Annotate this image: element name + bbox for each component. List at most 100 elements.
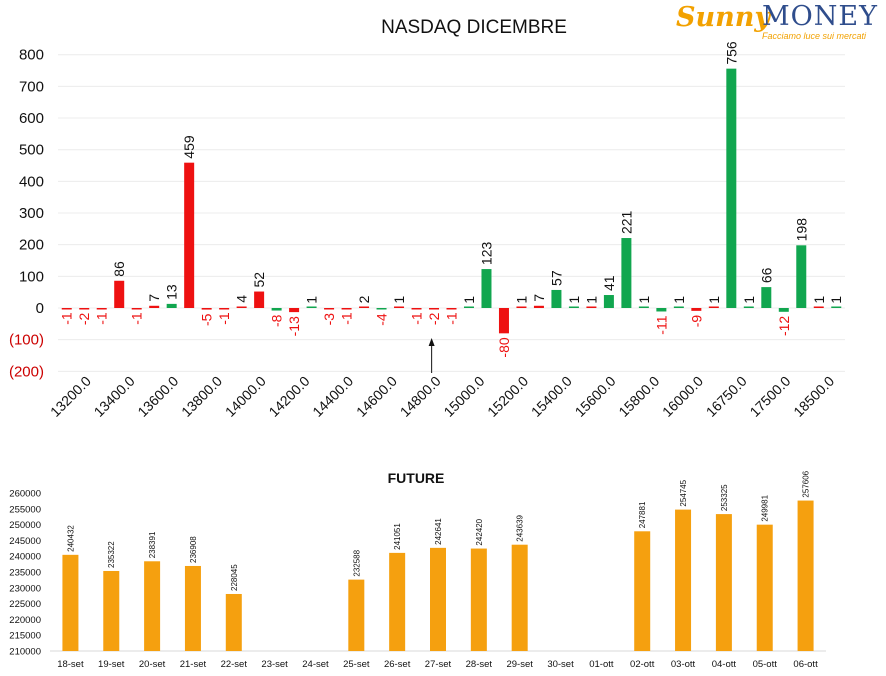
chart1-bar [551, 289, 562, 308]
chart1-bar [341, 308, 352, 310]
chart1-bar [813, 306, 824, 308]
chart2-data-label: 253325 [720, 484, 729, 511]
chart1-data-label: -1 [444, 312, 460, 325]
chart1-x-tick-label: 17500.0 [746, 373, 793, 420]
chart1-data-label: -5 [199, 313, 215, 326]
chart1-y-tick-label: 700 [19, 78, 44, 95]
chart1-data-label: -8 [269, 314, 285, 327]
chart1-bar [201, 308, 212, 310]
chart2-data-label: 254745 [679, 479, 688, 506]
chart2-data-labels: 240432 235322 238391 236908 228045 232588 2410… [66, 470, 810, 591]
chart1-bar [254, 291, 265, 308]
chart2-x-tick-label: 19-set [98, 659, 125, 670]
chart1-x-tick-label: 15200.0 [484, 373, 531, 420]
chart1-data-label: -2 [76, 312, 92, 325]
chart1-y-tick-label: (100) [9, 332, 44, 349]
chart2-bar [715, 514, 732, 651]
chart2-x-tick-label: 24-set [302, 659, 329, 670]
chart2-x-tick-label: 06-ott [793, 659, 818, 670]
chart1-bar [778, 308, 789, 312]
chart1-data-label: -1 [94, 312, 110, 325]
chart2-y-axis: 260000 255000 250000 245000 240000 235000 2300… [9, 489, 826, 658]
chart1-data-label: 13 [164, 284, 180, 300]
chart1-x-tick-label: 16750.0 [703, 373, 750, 420]
chart1-bars [61, 68, 842, 334]
chart1-bar [481, 269, 492, 308]
chart1-bar [61, 308, 72, 310]
chart2-x-tick-label: 01-ott [589, 659, 614, 670]
chart1-bar [463, 306, 474, 308]
chart1-bar [516, 306, 527, 308]
chart2-y-tick-label: 235000 [9, 568, 41, 579]
chart2-y-tick-label: 255000 [9, 504, 41, 515]
chart2-bar [470, 548, 487, 651]
chart1-data-label: 1 [741, 296, 757, 304]
chart1-data-label: 1 [583, 296, 599, 304]
chart1-bar [114, 280, 125, 308]
chart1-data-label: -1 [129, 312, 145, 325]
chart1-data-label: -2 [426, 312, 442, 325]
chart2-y-tick-label: 260000 [9, 489, 41, 500]
chart2-title: FUTURE [388, 470, 445, 486]
chart2-bar [225, 593, 242, 651]
chart1-x-tick-label: 13200.0 [47, 373, 94, 420]
sunny-money-logo: Sunny MONEY Facciamo luce sui mercati [676, 1, 881, 42]
chart1-data-label: 1 [461, 296, 477, 304]
chart2-data-label: 249981 [761, 494, 770, 521]
chart2-x-tick-label: 18-set [57, 659, 84, 670]
logo-tagline: Facciamo luce sui mercati [762, 31, 867, 41]
chart1-x-tick-label: 15400.0 [528, 373, 575, 420]
chart1-data-label: 1 [391, 296, 407, 304]
chart1-bar [149, 305, 160, 308]
chart1-bar [359, 306, 370, 308]
chart2-data-label: 236908 [189, 536, 198, 563]
chart2-data-label: 238391 [148, 531, 157, 558]
chart1-y-tick-label: 500 [19, 142, 44, 159]
chart1-data-label: -1 [216, 312, 232, 325]
chart1-data-label: 2 [356, 295, 372, 303]
chart2-x-tick-label: 03-ott [671, 659, 696, 670]
chart2-data-label: 247881 [638, 501, 647, 528]
chart1-x-tick-label: 16000.0 [659, 373, 706, 420]
chart1-bar [603, 295, 614, 308]
chart1-x-tick-label: 15600.0 [572, 373, 619, 420]
chart1-data-label: 86 [111, 261, 127, 277]
chart2-x-tick-label: 26-set [384, 659, 411, 670]
chart2-bar [675, 509, 692, 651]
chart2-y-tick-label: 250000 [9, 520, 41, 531]
chart1-data-label: 756 [723, 41, 739, 65]
chart1-bar [289, 308, 300, 313]
chart1-annotation-arrow-head [428, 338, 435, 346]
chart1-y-tick-label: 800 [19, 47, 44, 64]
chart1-bar [131, 308, 142, 310]
chart1-data-label: 52 [251, 272, 267, 288]
chart1-data-label: -4 [374, 313, 390, 326]
chart2-x-tick-label: 29-set [506, 659, 533, 670]
chart2-data-label: 228045 [230, 564, 239, 591]
chart1-data-label: 459 [181, 135, 197, 159]
chart2-bar [389, 552, 406, 651]
chart1-bar [429, 308, 440, 310]
chart2-data-label: 257606 [802, 470, 811, 497]
chart1-data-label: 41 [601, 275, 617, 291]
chart1-data-label: 123 [478, 241, 494, 265]
chart1-y-tick-label: 300 [19, 205, 44, 222]
chart1-bar [498, 308, 509, 334]
chart1-data-label: -80 [496, 337, 512, 357]
chart2-x-tick-label: 28-set [466, 659, 493, 670]
chart1-bar [638, 306, 649, 308]
chart2-bar [144, 561, 161, 651]
chart1-y-tick-label: (200) [9, 363, 44, 380]
chart1-y-tick-label: 200 [19, 237, 44, 254]
chart1-data-label: 4 [234, 295, 250, 303]
chart2-bar [797, 500, 814, 651]
chart1-bar [621, 238, 632, 308]
chart1-x-tick-label: 15800.0 [615, 373, 662, 420]
chart1-data-label: 1 [828, 296, 844, 304]
chart1-bar [796, 245, 807, 308]
chart2-y-tick-label: 230000 [9, 583, 41, 594]
chart1-bar [166, 303, 177, 308]
chart2-bar [103, 570, 120, 651]
chart1-bar [691, 308, 702, 311]
